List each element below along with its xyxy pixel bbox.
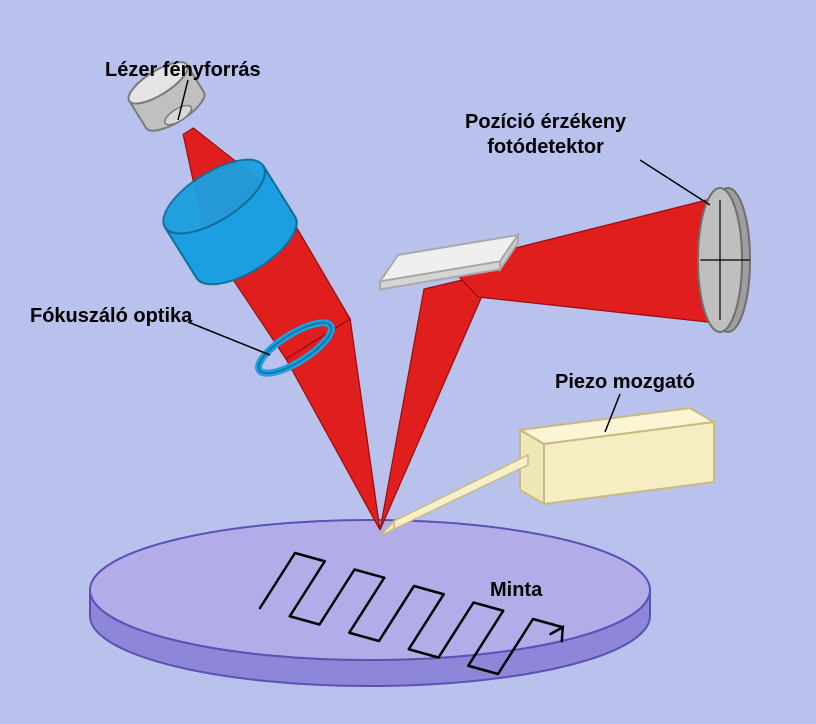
cantilever-arm	[394, 455, 528, 529]
label-detector: Pozíció érzékenyfotódetektor	[465, 110, 626, 160]
label-optics: Fókuszáló optika	[30, 304, 192, 329]
label-piezo: Piezo mozgató	[555, 370, 695, 395]
label-sample: Minta	[490, 578, 542, 603]
label-laser: Lézer fényforrás	[105, 58, 261, 83]
callout-line-detector	[640, 160, 710, 205]
laser-beam-reflect-up	[380, 273, 492, 530]
callout-line-optics	[188, 322, 270, 355]
piezo-actuator	[520, 408, 714, 504]
laser-beam-cone-lower	[286, 319, 380, 530]
